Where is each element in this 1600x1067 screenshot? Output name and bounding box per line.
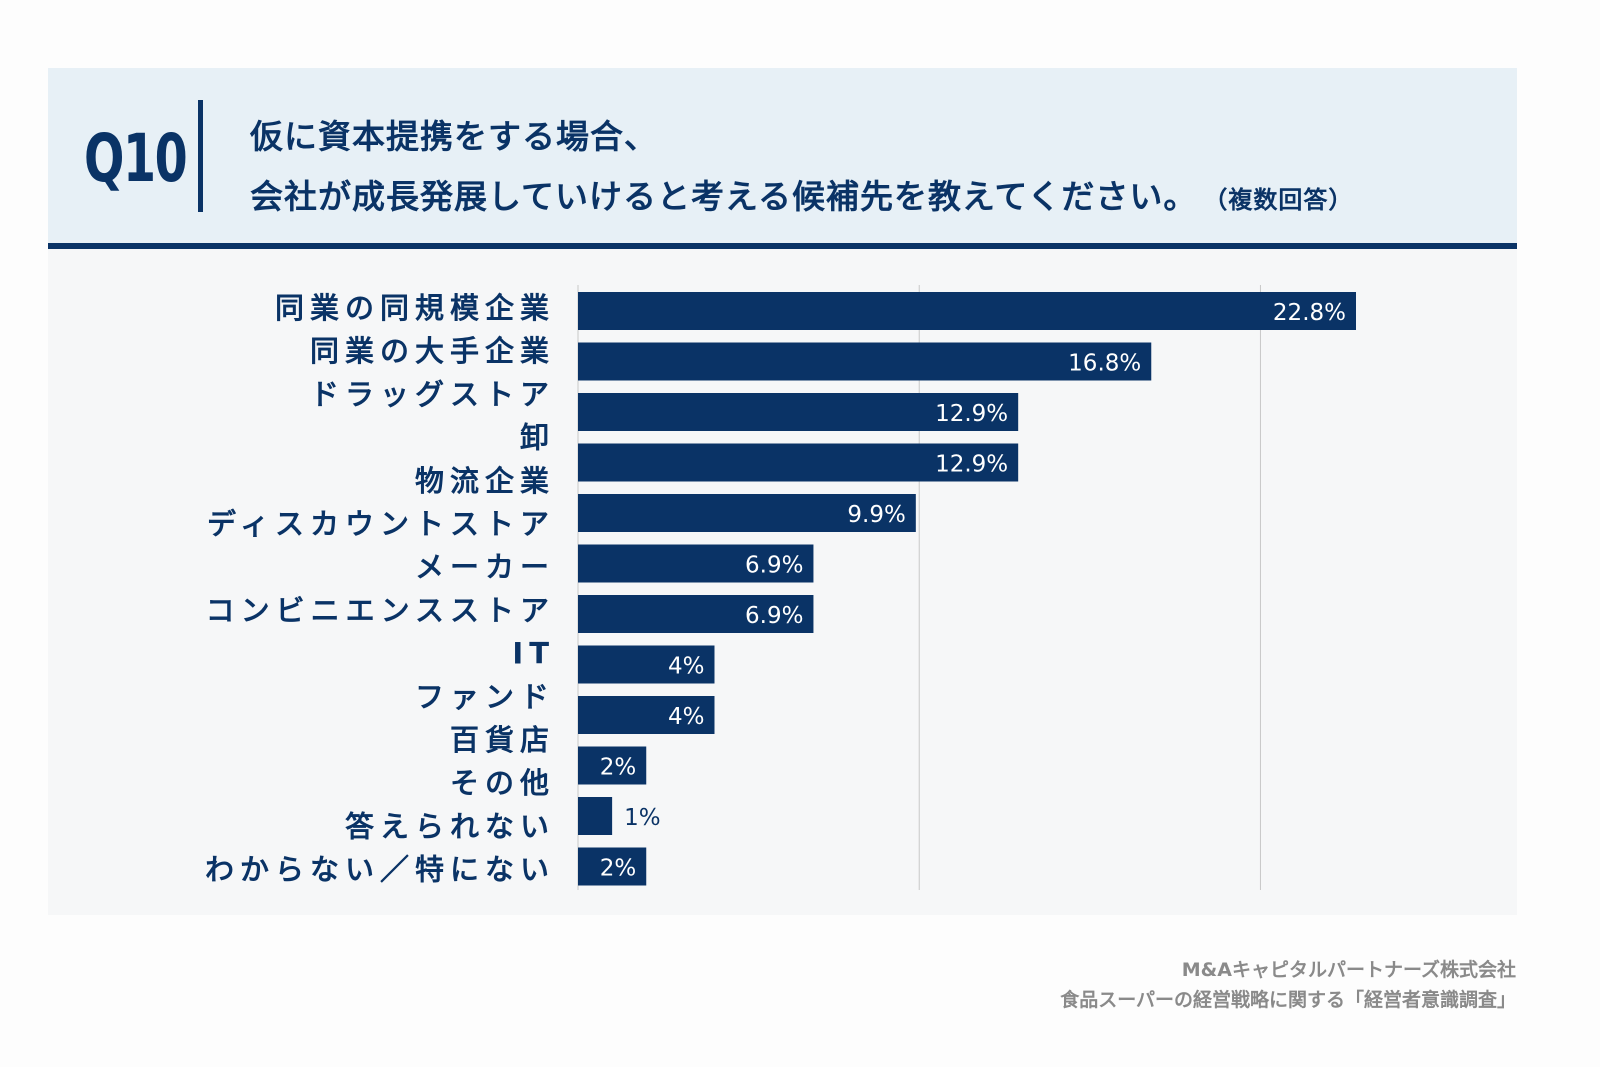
question-title-line2: 会社が成長発展していけると考える候補先を教えてください。 （複数回答） — [250, 170, 1353, 218]
category-label: ファンド — [415, 680, 555, 714]
footer-company: M&Aキャピタルパートナーズ株式会社 — [1181, 959, 1516, 981]
header-divider — [198, 100, 203, 212]
bar — [578, 645, 715, 684]
bar — [578, 443, 1019, 482]
question-header: Q10 仮に資本提携をする場合、 会社が成長発展していけると考える候補先を教えて… — [48, 68, 1517, 249]
bar — [578, 595, 814, 633]
bar — [578, 292, 1356, 330]
question-number: Q10 — [84, 120, 188, 197]
value-label: 22.8% — [1273, 300, 1346, 326]
value-label: 2% — [600, 856, 637, 882]
category-label: その他 — [450, 766, 555, 800]
value-label: 16.8% — [1068, 351, 1141, 377]
category-label: 同業の同規模企業 — [275, 291, 555, 325]
category-label: コンビニエンスストア — [206, 593, 555, 627]
question-title-line2-text: 会社が成長発展していけると考える候補先を教えてください。 — [250, 177, 1198, 216]
value-label: 12.9% — [935, 401, 1008, 427]
value-label: 6.9% — [745, 603, 803, 629]
category-label: 物流企業 — [415, 464, 555, 498]
category-label: IT — [512, 637, 555, 671]
value-label: 9.9% — [847, 502, 905, 528]
multiple-answer-note: （複数回答） — [1215, 186, 1354, 214]
value-label: 4% — [668, 704, 705, 730]
value-label: 6.9% — [745, 553, 803, 579]
question-title-line1: 仮に資本提携をする場合、 — [250, 117, 658, 156]
bar — [578, 544, 814, 583]
value-label: 1% — [624, 805, 661, 831]
category-label: 百貨店 — [450, 723, 555, 757]
bar — [578, 797, 613, 835]
value-label: 2% — [600, 755, 637, 781]
category-label: わからない／特にない — [205, 853, 555, 887]
value-label: 12.9% — [935, 452, 1008, 478]
bar — [578, 494, 916, 532]
bar — [578, 393, 1019, 431]
bar — [578, 847, 647, 886]
category-label: 同業の大手企業 — [310, 334, 555, 368]
category-label: メーカー — [415, 550, 555, 584]
bar — [578, 746, 647, 785]
bar — [578, 342, 1152, 381]
category-label: ドラッグストア — [310, 377, 555, 411]
category-label: 答えられない — [345, 809, 555, 843]
value-label: 4% — [668, 654, 705, 680]
bar — [578, 696, 715, 734]
footer-survey: 食品スーパーの経営戦略に関する「経営者意識調査」 — [1060, 989, 1516, 1011]
category-label: 卸 — [520, 421, 555, 455]
category-label: ディスカウントストア — [207, 507, 555, 541]
